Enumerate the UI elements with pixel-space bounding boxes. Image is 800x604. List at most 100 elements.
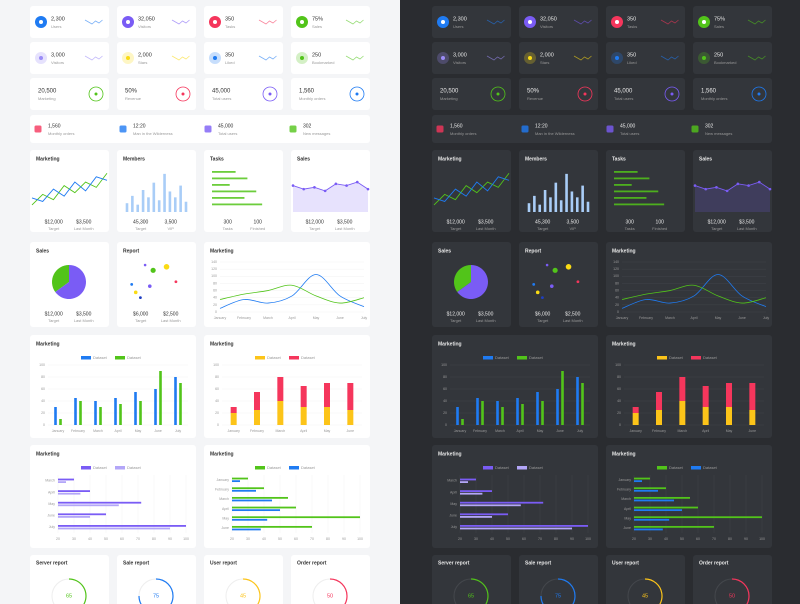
x-tick-label: March bbox=[263, 316, 273, 320]
x-tick-label: April bbox=[690, 316, 697, 320]
summary-icon bbox=[606, 125, 614, 133]
stat-label: Users bbox=[453, 24, 463, 29]
x-tick-label: 20 bbox=[458, 537, 462, 541]
stat-label: Visitors bbox=[453, 60, 466, 65]
stacked-bar bbox=[254, 392, 260, 410]
point bbox=[725, 189, 729, 193]
summary-icon bbox=[119, 125, 127, 133]
point bbox=[736, 182, 740, 186]
card-title: Members bbox=[525, 156, 547, 162]
x-tick-label: July bbox=[763, 316, 769, 320]
bar bbox=[147, 197, 150, 212]
stat-ring-dot bbox=[496, 92, 500, 96]
x-tick-label: 70 bbox=[538, 537, 542, 541]
bar bbox=[79, 401, 82, 425]
x-tick-label: February bbox=[71, 429, 85, 433]
stacked-bar bbox=[726, 383, 732, 407]
hbar bbox=[634, 525, 714, 528]
y-tick-label: 0 bbox=[215, 310, 217, 314]
stat-label: Total users bbox=[614, 96, 633, 101]
stat-value: 75% bbox=[312, 16, 323, 22]
x-tick-label: February bbox=[250, 429, 264, 433]
stat-value: 350 bbox=[225, 16, 234, 22]
bar bbox=[521, 404, 524, 425]
hbar bbox=[232, 525, 312, 528]
hbar bbox=[614, 203, 665, 206]
hbar bbox=[460, 525, 588, 527]
stacked-bar bbox=[656, 392, 662, 410]
x-tick-label: 30 bbox=[474, 537, 478, 541]
x-tick-label: March bbox=[275, 429, 285, 433]
stat-label: Stars bbox=[540, 60, 549, 65]
stacked-bar bbox=[254, 410, 260, 425]
bar bbox=[136, 204, 140, 212]
card-title: Order report bbox=[297, 560, 327, 566]
stat-ring bbox=[664, 86, 680, 102]
summary-label: Monthly orders bbox=[48, 131, 74, 136]
bar bbox=[549, 197, 552, 212]
stat-ring bbox=[577, 86, 593, 102]
bar bbox=[94, 401, 97, 425]
card bbox=[117, 78, 196, 110]
x-tick-label: 80 bbox=[152, 537, 156, 541]
hbar bbox=[58, 481, 66, 483]
summary-icon bbox=[34, 125, 42, 133]
stat-decoration bbox=[660, 19, 679, 25]
stat-value: 32,050 bbox=[138, 16, 155, 22]
scatter-point bbox=[174, 280, 178, 284]
stat-label: Liked bbox=[225, 60, 235, 65]
card-title: Order report bbox=[699, 560, 729, 566]
summary-value: 1,560 bbox=[48, 123, 61, 129]
point bbox=[747, 184, 750, 187]
hbar bbox=[232, 477, 248, 480]
footer-value: 45,300 bbox=[535, 219, 551, 225]
x-tick-label: 90 bbox=[744, 537, 748, 541]
bar bbox=[159, 371, 162, 425]
card bbox=[117, 242, 196, 327]
card bbox=[519, 6, 598, 38]
stat-decoration bbox=[660, 55, 679, 61]
x-tick-label: June bbox=[336, 316, 344, 320]
stacked-bar bbox=[230, 413, 237, 425]
card bbox=[519, 78, 598, 110]
y-tick-label: 40 bbox=[617, 399, 621, 403]
x-tick-label: June bbox=[347, 429, 355, 433]
bar bbox=[554, 182, 558, 212]
hbar bbox=[460, 516, 492, 518]
point bbox=[366, 187, 370, 191]
hbar bbox=[58, 525, 186, 527]
hbar bbox=[232, 518, 268, 521]
stat-decoration bbox=[84, 55, 103, 61]
stat-icon-glyph bbox=[126, 56, 130, 60]
scatter-point bbox=[552, 267, 558, 273]
bar bbox=[538, 204, 542, 212]
scatter-point bbox=[147, 284, 152, 288]
x-tick-label: 40 bbox=[490, 537, 494, 541]
y-tick-label: 60 bbox=[443, 387, 447, 391]
gauge-arc bbox=[644, 578, 663, 604]
card bbox=[117, 42, 196, 74]
stat-decoration bbox=[486, 19, 505, 25]
card bbox=[30, 42, 109, 74]
legend-swatch bbox=[255, 466, 265, 470]
stat-label: Total users bbox=[212, 96, 231, 101]
stat-value: 250 bbox=[714, 52, 723, 58]
summary-value: 12:20 bbox=[133, 123, 146, 129]
hbar bbox=[634, 528, 663, 531]
scatter-point bbox=[163, 264, 170, 270]
y-tick-label: 0 bbox=[619, 423, 621, 427]
stat-decoration bbox=[747, 55, 766, 61]
stat-label: Stars bbox=[138, 60, 147, 65]
bar bbox=[533, 195, 536, 212]
y-tick-label: February bbox=[215, 487, 229, 491]
bar bbox=[581, 383, 584, 425]
x-tick-label: March bbox=[665, 316, 675, 320]
y-tick-label: 60 bbox=[41, 387, 45, 391]
footer-value: $6,000 bbox=[535, 311, 551, 317]
x-tick-label: 100 bbox=[585, 537, 591, 541]
hbar bbox=[634, 496, 690, 499]
light-panel: 2,300 Users 32,050 Visitors 350 Tasks 75% Sales… bbox=[30, 6, 370, 604]
pie-slice bbox=[454, 265, 471, 292]
stat-icon-glyph bbox=[213, 20, 217, 24]
